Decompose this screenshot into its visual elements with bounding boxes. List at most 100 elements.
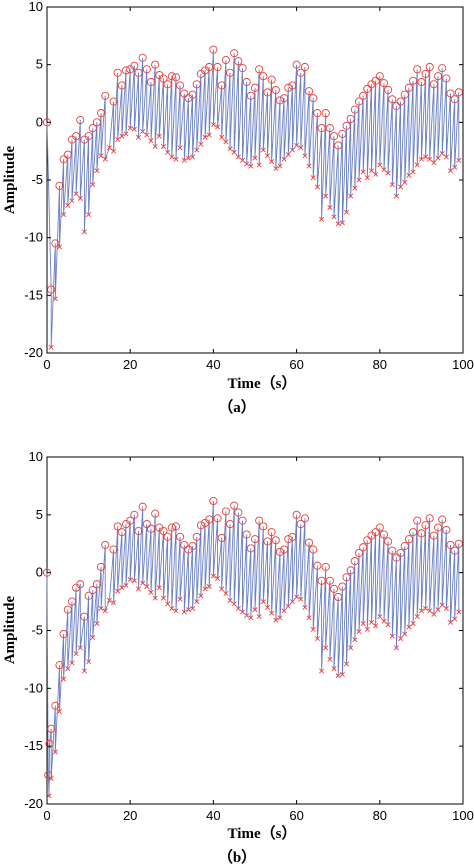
peak-marker xyxy=(321,562,330,571)
trough-marker xyxy=(240,609,246,615)
trough-marker xyxy=(277,163,283,169)
trough-marker xyxy=(277,615,283,621)
trough-marker xyxy=(381,167,387,173)
peak-marker xyxy=(88,585,97,595)
peak-marker xyxy=(450,95,459,104)
trough-marker xyxy=(331,666,337,672)
peak-marker xyxy=(388,95,397,104)
peak-marker xyxy=(342,573,351,582)
peak-marker xyxy=(409,76,418,85)
peak-marker xyxy=(213,514,222,523)
peak-marker xyxy=(284,535,293,544)
peak-marker xyxy=(305,87,314,96)
trough-marker xyxy=(206,584,212,590)
peak-marker xyxy=(280,545,289,554)
trough-marker xyxy=(56,244,62,250)
peak-marker xyxy=(450,546,459,555)
peak-marker xyxy=(134,526,143,536)
trough-marker xyxy=(73,191,79,197)
peak-marker xyxy=(359,91,368,100)
peak-marker xyxy=(192,80,201,89)
trough-marker xyxy=(144,132,150,138)
trough-marker xyxy=(102,156,108,162)
trough-marker xyxy=(231,601,237,607)
x-tick-label: 60 xyxy=(289,808,303,823)
trough-marker xyxy=(227,597,233,603)
trough-marker xyxy=(285,603,291,609)
trough-marker xyxy=(156,133,162,139)
trough-marker xyxy=(136,586,142,592)
peak-marker xyxy=(438,64,447,73)
peak-marker xyxy=(121,66,131,75)
trough-marker xyxy=(127,577,133,583)
trough-marker xyxy=(52,749,58,755)
trough-marker xyxy=(140,129,146,135)
trough-marker xyxy=(452,616,458,622)
peak-marker xyxy=(159,74,168,83)
trough-marker xyxy=(339,671,345,677)
peak-marker xyxy=(371,76,380,85)
peak-marker xyxy=(325,576,334,585)
peak-marker xyxy=(217,81,226,90)
peak-marker xyxy=(88,124,97,133)
trough-marker xyxy=(119,133,125,139)
trough-marker xyxy=(119,585,125,591)
peak-marker xyxy=(300,514,309,523)
trough-marker xyxy=(402,179,408,185)
peak-marker xyxy=(45,739,54,748)
peak-marker xyxy=(255,65,264,74)
trough-marker xyxy=(319,668,325,674)
x-tick-label: 20 xyxy=(123,357,137,372)
peak-marker xyxy=(404,535,413,544)
peak-marker xyxy=(454,88,463,97)
trough-marker xyxy=(152,595,158,601)
peak-marker xyxy=(196,521,205,530)
peak-marker xyxy=(413,65,422,74)
trough-marker xyxy=(181,157,187,163)
trough-marker xyxy=(248,163,254,169)
peak-marker xyxy=(180,89,189,98)
peak-marker xyxy=(400,90,409,99)
trough-marker xyxy=(427,608,433,614)
peak-marker xyxy=(392,553,401,562)
peak-marker xyxy=(167,72,176,81)
trough-marker xyxy=(61,676,67,682)
trough-marker xyxy=(219,134,225,140)
trough-marker xyxy=(190,606,196,612)
peak-marker xyxy=(230,501,239,510)
peak-marker xyxy=(209,45,218,54)
peak-marker xyxy=(51,701,60,710)
peak-marker xyxy=(354,548,364,558)
trough-marker xyxy=(202,586,208,592)
trough-marker xyxy=(115,137,121,143)
peak-marker xyxy=(47,724,56,733)
peak-marker xyxy=(113,68,122,77)
trough-marker xyxy=(281,608,287,614)
peak-marker xyxy=(259,522,268,531)
peak-marker xyxy=(146,524,156,533)
trough-marker xyxy=(177,145,183,151)
trough-marker xyxy=(160,595,166,601)
peak-marker xyxy=(44,771,53,780)
peak-marker xyxy=(238,64,247,73)
trough-marker xyxy=(269,610,275,616)
trough-marker xyxy=(377,162,383,168)
peak-marker xyxy=(163,80,172,89)
x-axis-label: Time（s） xyxy=(228,824,297,842)
trough-marker xyxy=(160,144,166,150)
trough-marker xyxy=(202,134,208,140)
chart-panel-a: 0 20 40 60 80 100 -20 -15 -10 -5 0 5 10 Amplitude Ti… xyxy=(2,0,474,416)
panel-caption: （a） xyxy=(218,398,256,416)
trough-marker xyxy=(431,611,437,617)
peak-marker xyxy=(67,597,77,606)
trough-marker xyxy=(439,150,445,156)
peak-marker xyxy=(263,537,272,546)
peak-marker xyxy=(363,536,372,545)
trough-marker xyxy=(414,614,420,620)
peak-marker xyxy=(55,661,64,670)
trough-marker xyxy=(314,636,320,642)
trough-marker xyxy=(418,156,424,162)
trough-marker xyxy=(81,668,87,674)
peak-marker xyxy=(446,89,455,98)
peak-marker xyxy=(346,114,355,123)
